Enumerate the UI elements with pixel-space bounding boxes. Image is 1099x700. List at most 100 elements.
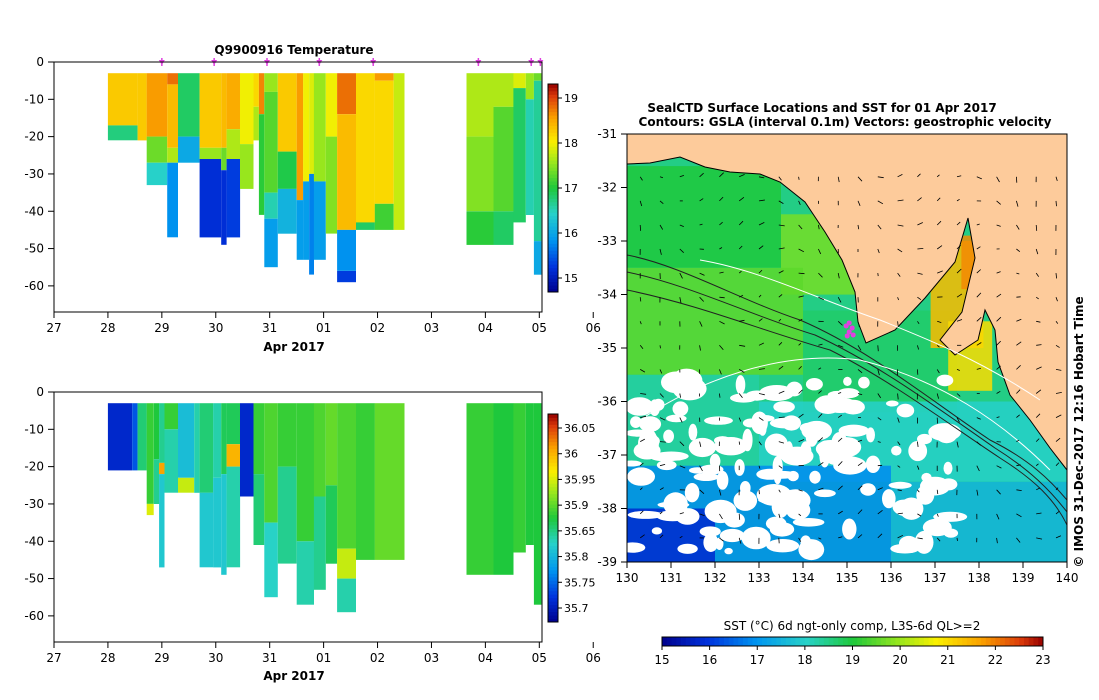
salinity-xlabel: Apr 2017 — [263, 669, 324, 683]
sst-colorbar-swatch — [862, 637, 868, 646]
colorbar-swatch — [548, 274, 558, 279]
velocity-vector — [778, 224, 785, 227]
velocity-vector — [996, 293, 1002, 298]
x-tick-label: 01 — [316, 651, 331, 665]
sst-colorbar-swatch — [800, 637, 806, 646]
temperature-cell — [337, 271, 356, 283]
salinity-cell — [533, 403, 542, 605]
sst-colorbar-swatch — [733, 637, 739, 646]
colorbar-swatch — [548, 518, 558, 522]
colorbar-swatch — [548, 511, 558, 515]
velocity-vector — [996, 390, 1001, 394]
velocity-vector — [838, 344, 844, 348]
velocity-vector — [739, 319, 745, 322]
temperature-cell — [393, 73, 405, 230]
cloud-gap — [663, 429, 674, 443]
sst-colorbar-swatch — [690, 637, 696, 646]
temperature-cell — [313, 181, 326, 260]
cloud-gap — [805, 378, 823, 391]
cloud-gap — [886, 400, 899, 407]
temperature-cell — [264, 192, 278, 219]
velocity-vector — [818, 413, 823, 418]
colorbar-swatch — [548, 111, 558, 116]
velocity-vector — [956, 369, 960, 371]
sst-colorbar-swatch — [871, 637, 877, 646]
velocity-vector — [917, 248, 924, 250]
velocity-vector — [659, 369, 663, 374]
lat-tick-label: -37 — [597, 448, 617, 462]
temperature-cell — [226, 159, 241, 238]
velocity-vector — [639, 345, 644, 349]
salinity-y-ticks: 0 -10 -20 -30 -40 -50 -60 — [24, 385, 54, 623]
velocity-vector — [897, 224, 904, 227]
cloud-gap — [704, 416, 733, 425]
velocity-vector — [1055, 273, 1057, 279]
velocity-vector — [1035, 224, 1038, 231]
temperature-cell — [107, 125, 138, 141]
cloud-gap — [627, 460, 642, 467]
colorbar-tick-label: 35.75 — [564, 576, 596, 589]
cloud-gap — [809, 470, 821, 484]
velocity-vector — [976, 417, 981, 420]
colorbar-swatch — [548, 125, 558, 130]
temperature-cell — [374, 80, 394, 204]
velocity-vector — [996, 224, 1001, 227]
lon-tick-label: 130 — [616, 571, 639, 585]
velocity-vector — [937, 320, 942, 323]
velocity-vector — [976, 367, 982, 370]
colorbar-swatch — [548, 476, 558, 481]
temperature-cell — [199, 73, 222, 148]
cloud-gap — [801, 420, 832, 441]
y-tick-label: -50 — [24, 242, 44, 256]
salinity-cell — [146, 403, 154, 504]
velocity-vector — [1055, 535, 1062, 539]
lat-tick-label: -33 — [597, 234, 617, 248]
y-tick-label: -40 — [24, 204, 44, 218]
colorbar-swatch — [548, 118, 558, 123]
sst-colorbar-swatch — [919, 637, 925, 646]
cloud-gap — [896, 403, 915, 418]
colorbar-swatch — [548, 601, 558, 606]
sst-colorbar-swatch — [962, 637, 968, 646]
colorbar-swatch — [548, 285, 558, 289]
velocity-vector — [739, 294, 744, 298]
cloud-gap — [716, 470, 729, 490]
velocity-vector — [758, 393, 765, 396]
salinity-cell — [264, 522, 278, 598]
temperature-cell — [264, 73, 278, 92]
velocity-vector — [719, 196, 724, 202]
velocity-vector — [976, 317, 982, 322]
velocity-vector — [877, 441, 881, 443]
velocity-vector — [818, 462, 824, 467]
cloud-gap — [843, 376, 852, 386]
profile-location-marker — [843, 320, 856, 339]
sst-colorbar-swatch — [976, 637, 982, 646]
sst-colorbar-swatch — [790, 637, 796, 646]
colorbar-tick-label: 36.05 — [564, 422, 596, 435]
velocity-vector — [738, 393, 743, 398]
cloud-gap — [842, 518, 857, 540]
temperature-cell — [240, 73, 254, 145]
salinity-cell — [296, 541, 314, 605]
velocity-vector — [1016, 389, 1021, 394]
sst-colorbar-swatch — [933, 637, 939, 646]
temperature-cell — [313, 73, 326, 182]
velocity-vector — [996, 200, 1001, 205]
sst-colorbar-swatch — [738, 637, 744, 646]
velocity-vector — [640, 438, 645, 442]
salinity-axes-frame — [53, 391, 543, 643]
cloud-gap — [627, 429, 651, 437]
cloud-gap — [769, 524, 791, 532]
velocity-vector — [936, 197, 941, 202]
x-tick-label: 04 — [478, 321, 493, 335]
colorbar-swatch — [548, 542, 558, 547]
salinity-cell — [178, 403, 195, 478]
colorbar-swatch — [548, 222, 558, 227]
lon-tick-label: 140 — [1056, 571, 1079, 585]
sst-colorbar-title: SST (°C) 6d ngt-only comp, L3S-6d QL>=2 — [724, 619, 981, 633]
cloud-gap — [933, 511, 968, 522]
temperature-cell — [277, 151, 297, 189]
velocity-vector — [917, 296, 922, 301]
velocity-vector — [857, 345, 862, 351]
colorbar-swatch — [548, 535, 558, 540]
